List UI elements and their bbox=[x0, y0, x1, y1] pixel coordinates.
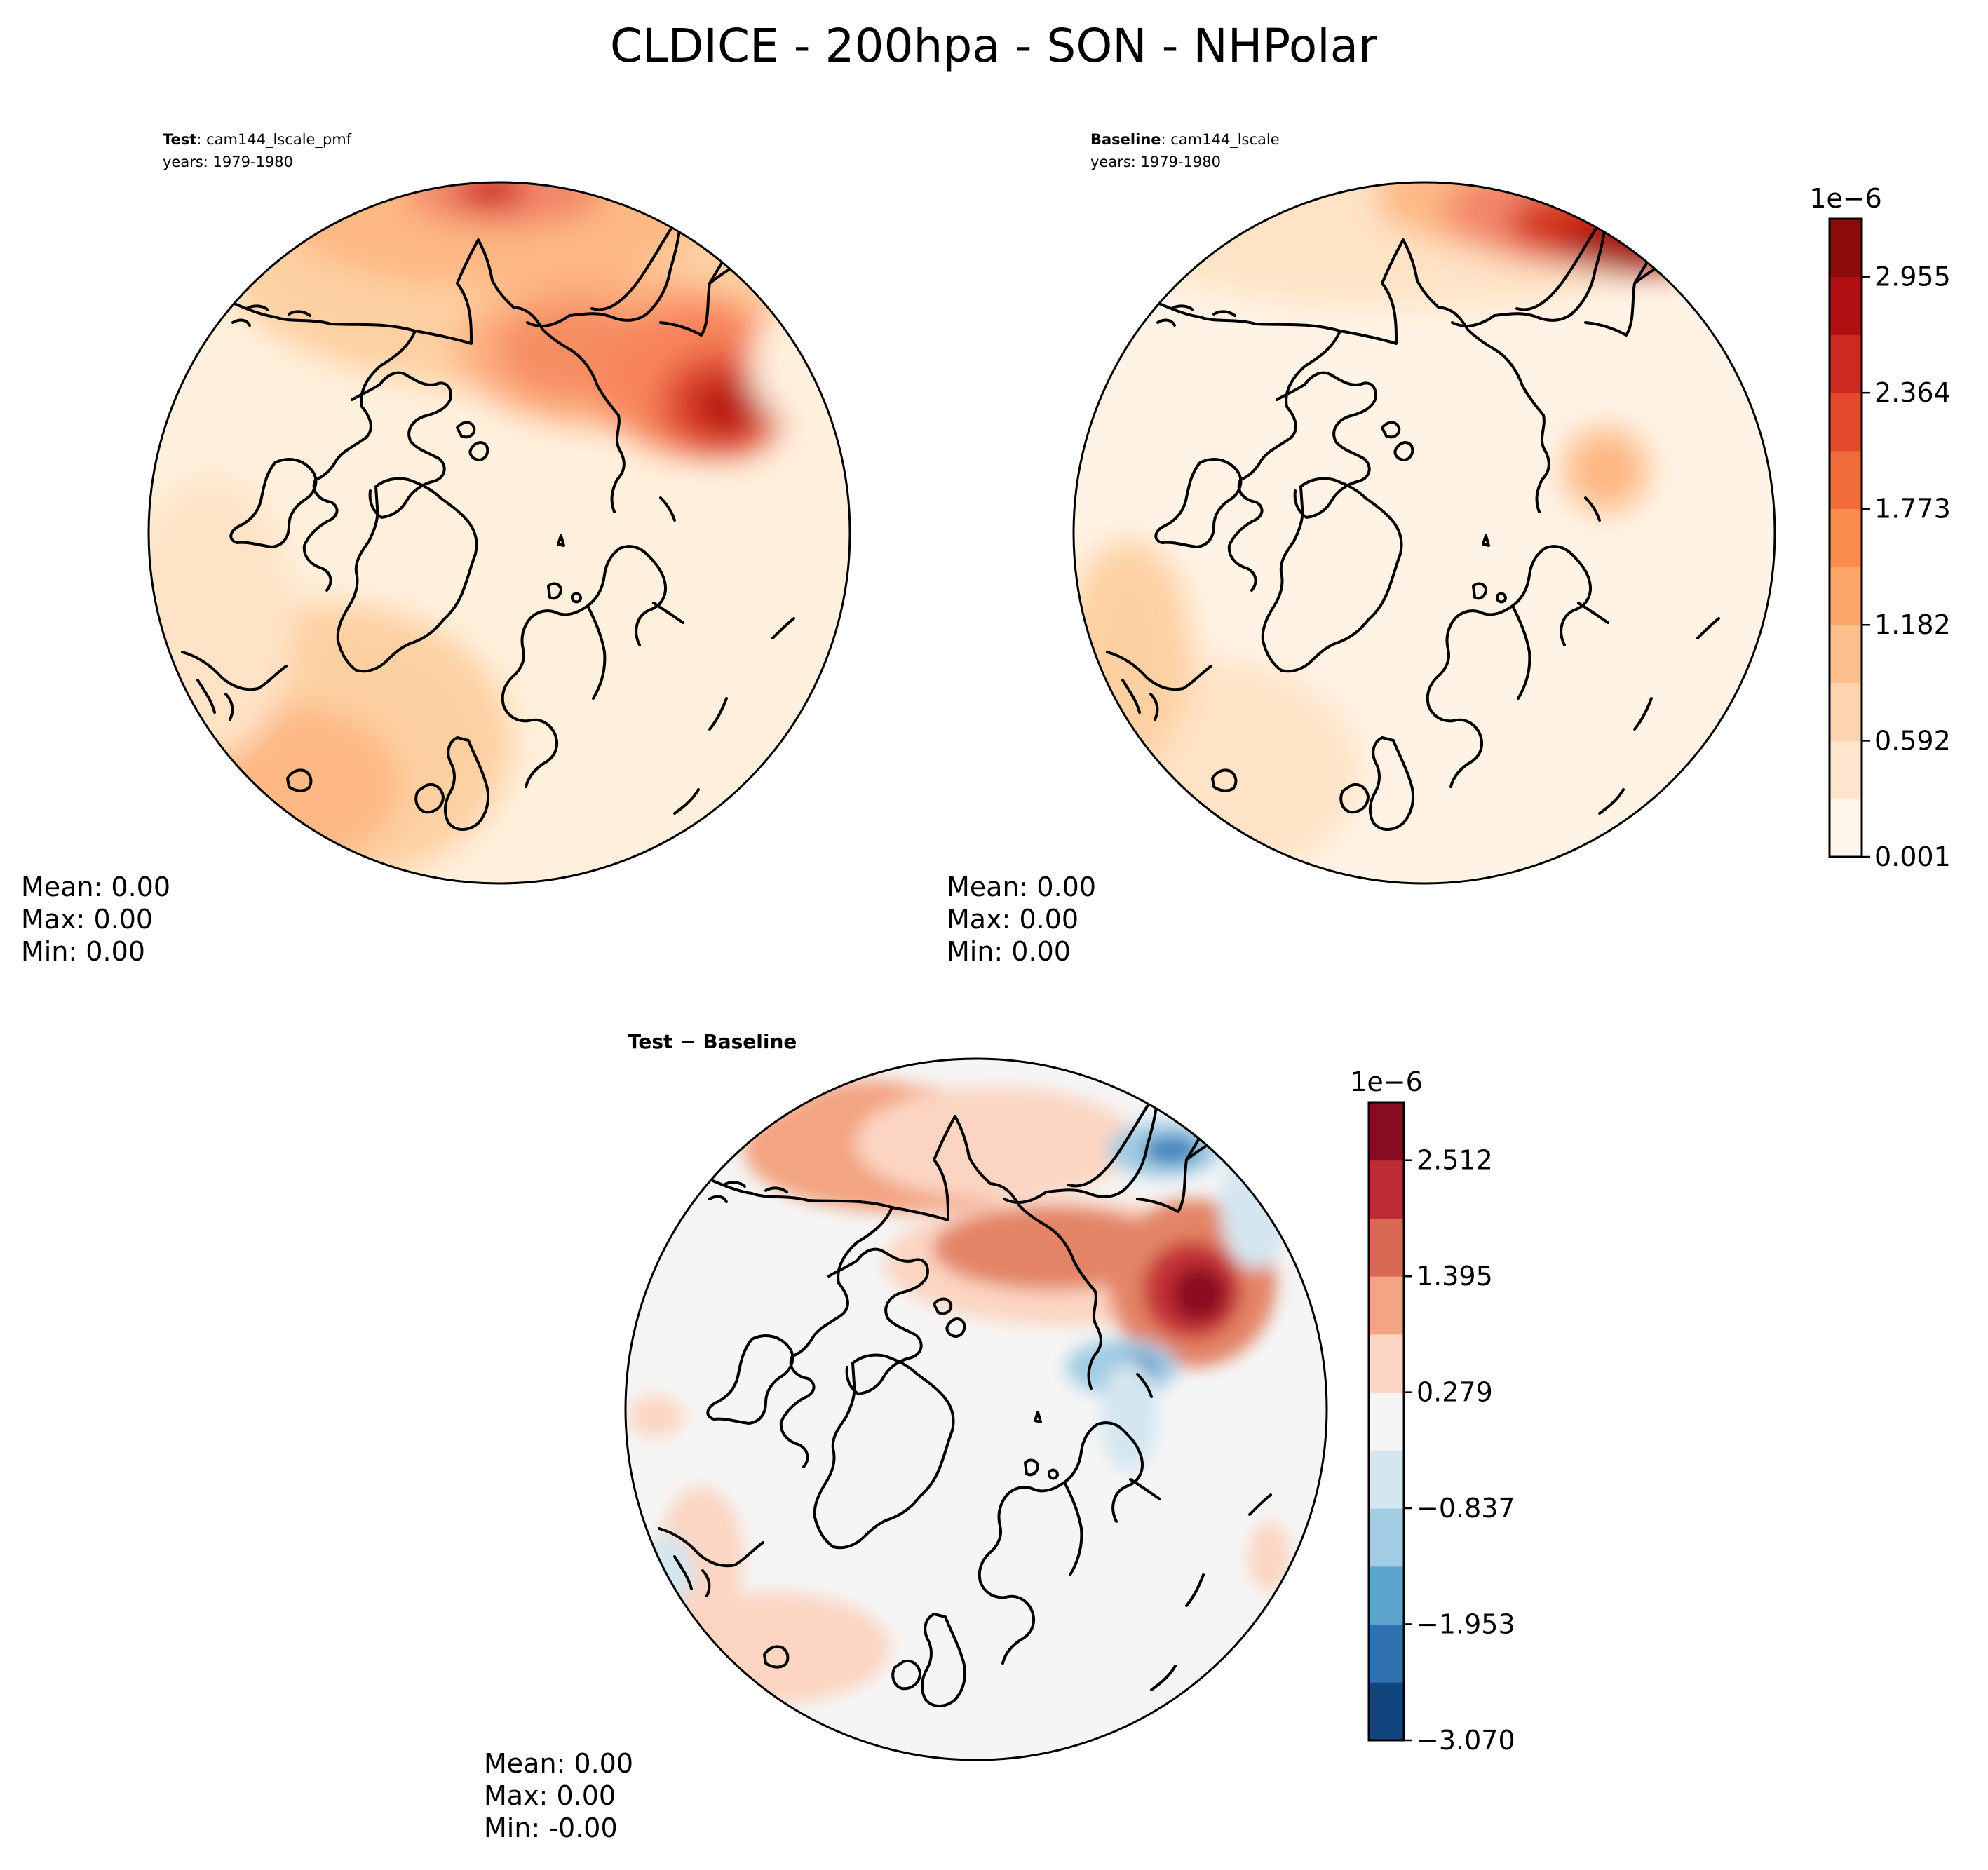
colorbar-segment bbox=[1830, 682, 1862, 742]
colorbar-tick-label: −3.070 bbox=[1416, 1725, 1515, 1756]
map-baseline bbox=[1074, 182, 1775, 883]
colorbar-segment bbox=[1369, 1392, 1404, 1451]
panel-baseline-max: Max: 0.00 bbox=[947, 904, 1078, 935]
colorbar-tick-label: 2.364 bbox=[1874, 377, 1951, 408]
colorbar-segment bbox=[1369, 1450, 1404, 1509]
colorbar-tick-label: 2.512 bbox=[1416, 1145, 1493, 1176]
panel-baseline-mean: Mean: 0.00 bbox=[947, 872, 1096, 902]
colorbar-segment bbox=[1830, 276, 1862, 335]
colorbar-segment bbox=[1369, 1102, 1404, 1161]
colorbar-segment bbox=[1369, 1624, 1404, 1683]
colorbar-tick-label: −1.953 bbox=[1416, 1608, 1515, 1639]
panel-baseline-label: Baseline: cam144_lscale bbox=[1090, 131, 1280, 149]
panel-test-mean: Mean: 0.00 bbox=[21, 872, 170, 902]
colorbar-segment bbox=[1830, 740, 1862, 799]
colorbar-exponent: 1e−6 bbox=[1809, 183, 1882, 214]
colorbar-tick-label: 2.955 bbox=[1874, 262, 1951, 292]
colorbar-segment bbox=[1369, 1334, 1404, 1393]
figure-title: CLDICE - 200hpa - SON - NHPolar bbox=[610, 19, 1378, 73]
colorbar-test-baseline: 0.001 0.592 1.182 1.773 2.364 2.955 1e−6 bbox=[1809, 183, 1951, 872]
map-test bbox=[149, 182, 850, 883]
colorbar-tick-label: 0.001 bbox=[1874, 841, 1951, 872]
panel-diff: Test − Baseline bbox=[484, 1030, 1328, 1843]
colorbar-segment bbox=[1369, 1276, 1404, 1335]
panel-diff-min: Min: -0.00 bbox=[484, 1813, 618, 1843]
panel-test-label: Test: cam144_lscale_pmf bbox=[163, 131, 352, 149]
panel-test-years: years: 1979-1980 bbox=[163, 154, 293, 170]
panel-test-max: Max: 0.00 bbox=[21, 904, 153, 935]
colorbar-frame bbox=[1367, 1101, 1405, 1742]
colorbar-segment bbox=[1830, 219, 1862, 278]
colorbar-tick-label: 0.279 bbox=[1416, 1377, 1493, 1408]
colorbar-segment bbox=[1830, 567, 1862, 625]
colorbar-segment bbox=[1830, 508, 1862, 567]
colorbar-segment bbox=[1369, 1160, 1404, 1219]
colorbar-segment bbox=[1830, 625, 1862, 684]
colorbar-segment bbox=[1369, 1682, 1404, 1741]
colorbar-segment bbox=[1830, 393, 1862, 452]
colorbar-segment bbox=[1369, 1508, 1404, 1567]
panel-test: Test: cam144_lscale_pmf years: 1979-1980 bbox=[21, 131, 851, 967]
panel-baseline-min: Min: 0.00 bbox=[947, 936, 1071, 967]
map-diff bbox=[626, 1059, 1327, 1760]
colorbar-segment bbox=[1830, 334, 1862, 393]
colorbar-segment bbox=[1369, 1218, 1404, 1277]
panel-diff-title: Test − Baseline bbox=[628, 1030, 797, 1053]
panel-test-min: Min: 0.00 bbox=[21, 936, 145, 967]
colorbar-segment bbox=[1830, 450, 1862, 510]
colorbar-tick-label: 1.773 bbox=[1874, 494, 1951, 524]
colorbar-exponent: 1e−6 bbox=[1350, 1066, 1423, 1097]
panel-diff-mean: Mean: 0.00 bbox=[484, 1748, 633, 1779]
colorbar-tick-label: 1.395 bbox=[1416, 1261, 1493, 1292]
colorbar-tick-label: 1.182 bbox=[1874, 609, 1951, 640]
colorbar-tick-label: 0.592 bbox=[1874, 725, 1951, 756]
colorbar-segment bbox=[1830, 799, 1862, 858]
colorbar-diff: −3.070 −1.953 −0.837 0.279 1.395 2.512 1e−6 bbox=[1350, 1066, 1515, 1756]
panel-diff-max: Max: 0.00 bbox=[484, 1780, 616, 1811]
colorbar-segment bbox=[1369, 1566, 1404, 1625]
colorbar-tick-label: −0.837 bbox=[1416, 1493, 1515, 1524]
colorbar-frame bbox=[1828, 217, 1863, 858]
panel-baseline: Baseline: cam144_lscale years: 1979-1980… bbox=[947, 131, 1776, 967]
panel-baseline-years: years: 1979-1980 bbox=[1090, 154, 1221, 170]
